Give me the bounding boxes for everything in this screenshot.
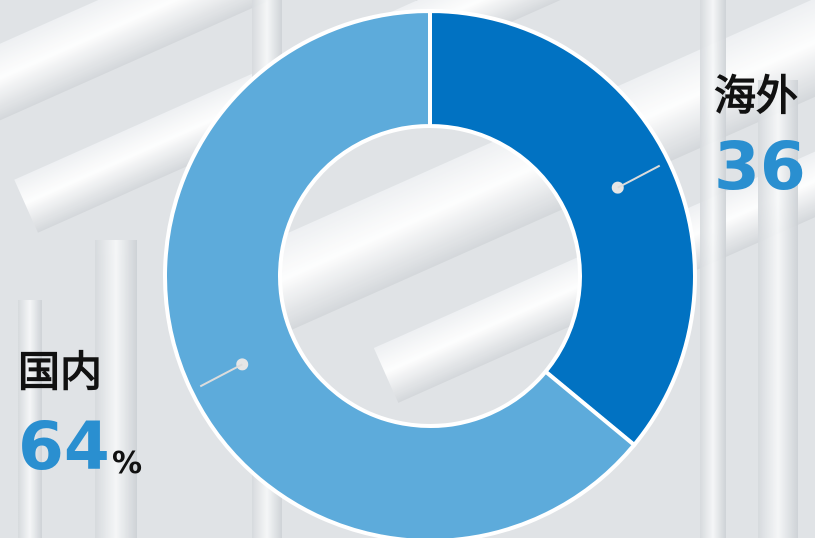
overseas-slice xyxy=(428,8,697,448)
domestic-value-label: 64 xyxy=(18,408,110,485)
domestic-percent-unit: % xyxy=(112,446,143,481)
overseas-category-label: 海外 xyxy=(714,71,799,120)
domestic-leader-line xyxy=(199,363,243,388)
domestic-slice xyxy=(163,8,638,538)
overseas-value-label: 36 xyxy=(714,128,806,205)
overseas-leader-line xyxy=(617,164,661,189)
domestic-category-label: 国内 xyxy=(18,347,103,396)
